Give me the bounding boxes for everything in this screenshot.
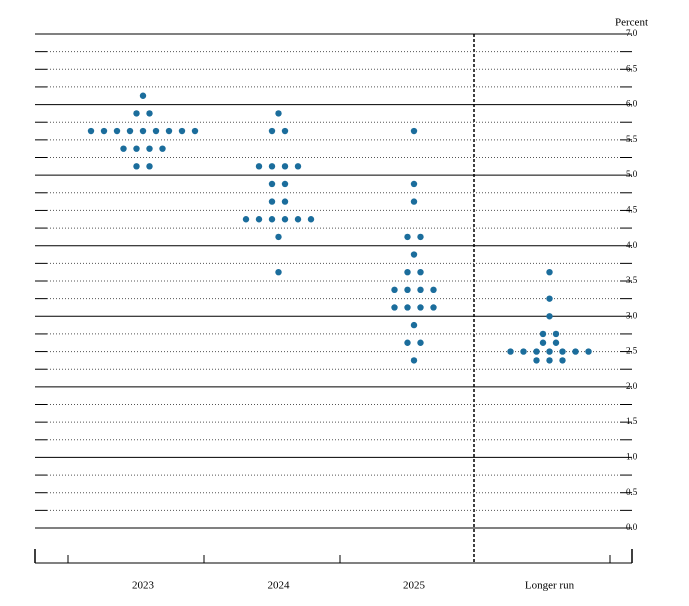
dot — [417, 268, 424, 276]
dot — [417, 304, 424, 311]
dot — [404, 304, 411, 311]
dot — [520, 348, 527, 355]
dot — [533, 357, 540, 364]
dot — [159, 145, 166, 152]
dot — [87, 127, 95, 135]
dot — [417, 233, 424, 241]
dot — [281, 180, 289, 188]
dot — [268, 163, 276, 170]
dot — [507, 348, 514, 355]
dot — [133, 145, 140, 152]
dot — [552, 330, 560, 338]
dot — [404, 268, 411, 276]
dot — [430, 304, 437, 311]
dot — [281, 127, 289, 135]
dot — [552, 339, 560, 346]
dot — [410, 251, 418, 258]
dot — [126, 127, 134, 135]
dot — [430, 286, 437, 294]
dot — [539, 339, 547, 346]
y-tick-label: 1.5 — [626, 416, 638, 426]
dot — [391, 286, 398, 294]
y-tick-label: 1.0 — [626, 451, 638, 461]
dot — [281, 198, 289, 205]
y-axis-label: Percent — [615, 17, 648, 29]
dot — [268, 180, 276, 188]
y-tick-label: 2.0 — [626, 381, 638, 391]
dot — [539, 330, 547, 338]
dot — [307, 216, 315, 223]
y-tick-label: 5.5 — [626, 134, 638, 144]
dot — [417, 286, 424, 294]
dot — [275, 268, 282, 276]
y-tick-label: 2.5 — [626, 346, 638, 356]
dot — [391, 304, 398, 311]
dot — [268, 127, 276, 135]
dot — [294, 163, 302, 170]
dot — [410, 321, 418, 329]
x-tick-label: 2025 — [403, 580, 426, 592]
dot — [133, 163, 140, 170]
dot — [404, 233, 411, 241]
x-tick-label: 2024 — [268, 580, 291, 592]
dot — [559, 357, 566, 364]
dot — [546, 295, 553, 302]
dot — [294, 216, 302, 223]
dot — [146, 110, 153, 117]
dot — [410, 127, 418, 135]
dot — [165, 127, 173, 135]
x-tick-label: 2023 — [132, 580, 155, 592]
dot — [113, 127, 121, 135]
x-tick-label: Longer run — [525, 580, 575, 592]
dot — [281, 163, 289, 170]
dot — [533, 348, 540, 355]
dot — [410, 198, 418, 205]
y-tick-label: 3.5 — [626, 275, 638, 285]
dot — [404, 286, 411, 294]
dot — [191, 127, 199, 135]
dot — [242, 216, 250, 223]
dot — [559, 348, 566, 355]
y-tick-label: 0.5 — [626, 487, 638, 497]
y-tick-label: 3.0 — [626, 310, 638, 320]
dot — [178, 127, 186, 135]
dot — [268, 198, 276, 205]
y-tick-label: 0.0 — [626, 522, 638, 532]
dot — [546, 268, 553, 276]
dot — [275, 233, 282, 241]
dot — [410, 357, 418, 364]
dot — [410, 180, 418, 188]
y-tick-label: 6.5 — [626, 63, 638, 73]
dot — [268, 216, 276, 223]
dot — [100, 127, 108, 135]
y-tick-label: 6.0 — [626, 99, 638, 109]
dot — [133, 110, 140, 117]
y-tick-label: 4.0 — [626, 240, 638, 250]
dot — [572, 348, 579, 355]
dot — [546, 313, 553, 320]
dot — [585, 348, 592, 355]
dot — [404, 339, 411, 346]
dot — [139, 92, 147, 99]
dot — [281, 216, 289, 223]
dot — [255, 216, 263, 223]
dot — [417, 339, 424, 346]
y-tick-label: 4.5 — [626, 204, 638, 214]
dot — [546, 348, 553, 355]
y-tick-label: 5.0 — [626, 169, 638, 179]
dot — [139, 127, 147, 135]
dot — [120, 145, 127, 152]
dot — [255, 163, 263, 170]
y-tick-label: 7.0 — [626, 28, 638, 38]
dot — [146, 163, 153, 170]
dot — [275, 110, 282, 117]
dot — [152, 127, 160, 135]
dot — [146, 145, 153, 152]
dot — [546, 357, 553, 364]
